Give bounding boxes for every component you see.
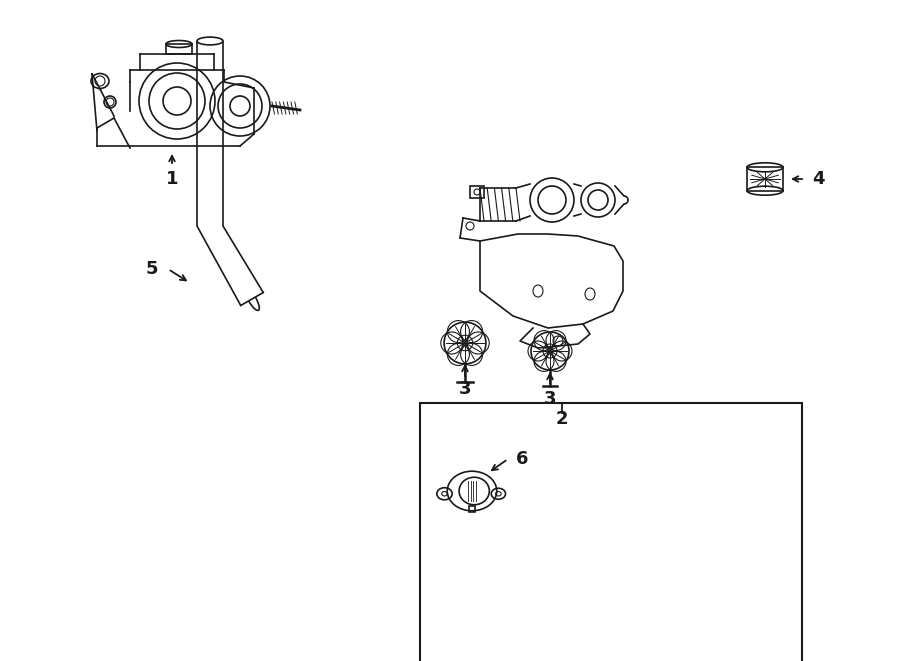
Bar [469, 506, 475, 512]
Bar [747, 167, 783, 191]
Bar [470, 186, 484, 198]
Text: 2: 2 [556, 410, 568, 428]
Text: 3: 3 [544, 390, 556, 408]
Text: 5: 5 [146, 260, 158, 278]
Text: 4: 4 [812, 170, 824, 188]
Bar [420, 403, 802, 661]
Text: 3: 3 [459, 380, 472, 398]
Text: 1: 1 [166, 170, 178, 188]
Text: 6: 6 [516, 450, 528, 468]
